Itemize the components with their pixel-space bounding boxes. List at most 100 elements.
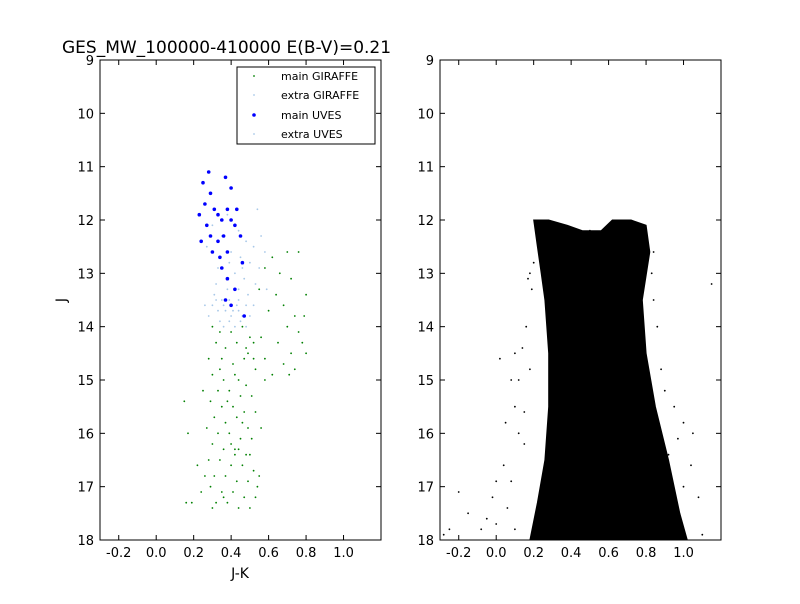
point-field-star — [652, 299, 655, 301]
point-main-giraffe — [260, 427, 262, 429]
point-field-star — [527, 277, 529, 280]
point-main-uves — [210, 250, 215, 254]
point-field-star — [532, 261, 535, 264]
point-main-uves — [208, 234, 213, 238]
point-field-star — [506, 507, 509, 509]
point-main-giraffe — [254, 411, 257, 413]
point-extra-giraffe — [211, 224, 214, 227]
point-main-giraffe — [226, 400, 229, 403]
point-main-giraffe — [228, 432, 231, 435]
right-plot-frame — [439, 59, 722, 541]
point-extra-giraffe — [230, 251, 233, 253]
point-main-giraffe — [222, 379, 225, 381]
point-field-star — [690, 464, 692, 467]
point-extra-giraffe — [226, 288, 229, 291]
point-extra-giraffe — [245, 325, 248, 328]
point-main-uves — [216, 239, 220, 244]
point-main-giraffe — [243, 411, 246, 413]
point-main-giraffe — [241, 421, 244, 424]
y-tick-label: 12 — [77, 214, 94, 229]
point-main-uves — [235, 207, 239, 212]
y-tick-label: 9 — [86, 54, 94, 69]
point-extra-giraffe — [235, 304, 238, 307]
y-tick-label: 14 — [77, 321, 94, 336]
point-extra-giraffe — [228, 320, 231, 323]
point-extra-giraffe — [256, 208, 259, 211]
point-main-giraffe — [297, 251, 300, 253]
point-main-giraffe — [207, 459, 210, 461]
legend-marker-main-giraffe — [253, 75, 255, 77]
point-main-uves — [225, 207, 230, 212]
point-main-giraffe — [237, 507, 240, 509]
point-main-uves — [223, 298, 228, 302]
x-tick-label: -0.2 — [106, 546, 131, 561]
point-field-star — [448, 528, 451, 531]
point-main-uves — [220, 266, 224, 270]
point-field-star — [682, 421, 685, 424]
point-main-giraffe — [301, 341, 304, 344]
point-main-giraffe — [232, 405, 234, 408]
point-field-star — [510, 379, 513, 381]
x-tick-label: 0.2 — [183, 546, 204, 561]
point-main-giraffe — [264, 267, 266, 269]
point-field-star — [517, 379, 520, 381]
point-field-star — [583, 288, 586, 291]
point-field-star — [467, 512, 469, 515]
point-main-giraffe — [209, 485, 212, 488]
point-extra-uves — [215, 299, 218, 301]
point-extra-giraffe — [243, 277, 246, 280]
point-field-star — [585, 267, 587, 269]
point-main-giraffe — [247, 427, 249, 429]
x-tick-label: 1.0 — [333, 546, 354, 561]
point-field-star — [499, 357, 501, 360]
point-extra-giraffe — [204, 304, 206, 307]
point-extra-giraffe — [258, 267, 261, 269]
dense-point-cloud — [529, 219, 688, 541]
point-main-giraffe — [234, 453, 236, 456]
point-main-giraffe — [190, 501, 193, 504]
point-main-giraffe — [232, 491, 234, 493]
point-main-giraffe — [239, 395, 242, 397]
point-main-giraffe — [303, 315, 306, 317]
point-main-giraffe — [220, 357, 223, 360]
point-main-giraffe — [217, 389, 219, 392]
point-main-giraffe — [200, 491, 203, 493]
point-extra-uves — [228, 261, 231, 264]
point-extra-giraffe — [234, 325, 236, 328]
x-tick-label: 0.6 — [598, 546, 619, 561]
legend: main GIRAFFE extra GIRAFFE main UVES ext… — [236, 66, 376, 145]
point-extra-giraffe — [207, 315, 210, 317]
point-main-uves — [229, 218, 233, 222]
right-ticks: -0.2 0.0 0.2 0.4 0.6 0.8 1.0 9 10 11 12 13 14 15 16 17 1… — [417, 54, 721, 561]
point-field-star — [692, 432, 694, 435]
point-main-uves — [242, 314, 246, 318]
point-main-giraffe — [254, 368, 257, 371]
y-tick-label: 15 — [417, 374, 434, 389]
point-main-giraffe — [286, 325, 289, 328]
point-main-giraffe — [293, 368, 296, 371]
point-main-uves — [233, 223, 237, 228]
point-main-giraffe — [245, 384, 248, 387]
point-extra-giraffe — [234, 272, 236, 275]
point-extra-giraffe — [232, 309, 234, 312]
point-main-giraffe — [205, 427, 208, 429]
point-main-giraffe — [252, 357, 255, 360]
left-scatter-points — [183, 170, 307, 509]
point-field-star — [523, 443, 526, 445]
point-extra-giraffe — [249, 261, 251, 264]
point-extra-giraffe — [220, 299, 223, 301]
point-main-giraffe — [228, 389, 231, 392]
point-main-giraffe — [230, 464, 233, 467]
point-field-star — [495, 523, 498, 525]
point-main-giraffe — [278, 272, 281, 275]
point-extra-uves — [222, 304, 225, 307]
point-extra-giraffe — [224, 309, 227, 312]
y-tick-label: 10 — [417, 107, 434, 122]
point-main-giraffe — [277, 341, 279, 344]
point-main-giraffe — [196, 464, 199, 467]
point-field-star — [525, 325, 528, 328]
point-main-giraffe — [204, 475, 206, 477]
point-main-giraffe — [286, 251, 289, 253]
